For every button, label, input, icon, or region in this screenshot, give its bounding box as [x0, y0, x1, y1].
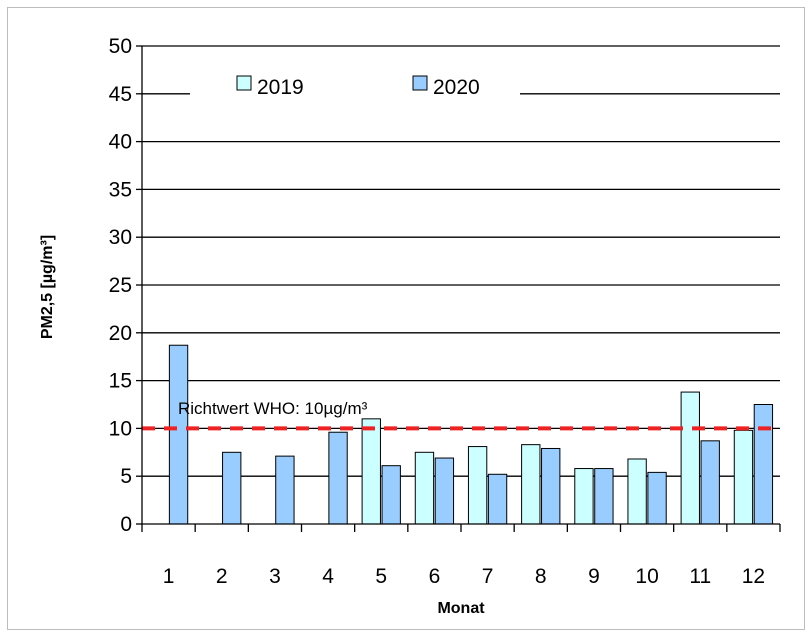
legend-label-2019: 2019 — [257, 76, 304, 99]
x-tick-label-4: 4 — [322, 565, 334, 588]
bar-2019-5 — [361, 418, 381, 525]
bar-2020-11 — [700, 440, 720, 525]
x-tick-label-7: 7 — [482, 565, 494, 588]
y-tick-label-35: 35 — [109, 178, 132, 201]
legend: 2019 2020 — [190, 66, 520, 106]
bar-2020-6 — [434, 457, 455, 525]
bar-2019-12 — [733, 429, 754, 525]
x-tick-label-3: 3 — [269, 565, 281, 588]
x-tick-label-2: 2 — [216, 565, 228, 588]
bar-2020-8 — [541, 447, 561, 525]
who-guideline-label: Richtwert WHO: 10µg/m³ — [178, 399, 368, 418]
y-tick-label-25: 25 — [109, 274, 132, 297]
y-tick-label-20: 20 — [109, 322, 132, 345]
bar-2020-2 — [222, 451, 242, 525]
x-tick-label-9: 9 — [588, 565, 600, 588]
y-tick-label-5: 5 — [120, 465, 132, 488]
y-tick-label-10: 10 — [109, 417, 132, 440]
reference-line-group: Richtwert WHO: 10µg/m³ — [142, 399, 780, 431]
y-tick-label-15: 15 — [109, 370, 132, 393]
bar-2020-4 — [328, 431, 348, 525]
bar-2019-10 — [627, 458, 647, 525]
y-tick-label-45: 45 — [109, 83, 132, 106]
x-tick-label-11: 11 — [689, 565, 711, 588]
chart-frame — [7, 7, 805, 630]
legend-label-2020: 2020 — [433, 76, 480, 99]
bar-2020-12 — [753, 404, 774, 525]
bar-2020-5 — [381, 465, 401, 525]
x-tick-label-1: 1 — [163, 565, 175, 588]
bar-2019-7 — [467, 446, 488, 525]
bar-2020-10 — [647, 471, 667, 525]
x-tick-label-5: 5 — [375, 565, 387, 588]
axes — [136, 45, 781, 532]
x-tick-label-6: 6 — [429, 565, 441, 588]
bar-2020-7 — [487, 473, 508, 525]
bar-2019-11 — [680, 391, 700, 525]
bar-2020-9 — [594, 468, 614, 525]
y-tick-label-50: 50 — [109, 35, 132, 58]
bar-2019-6 — [414, 451, 435, 525]
bars — [168, 344, 774, 525]
y-tick-label-30: 30 — [109, 226, 132, 249]
bar-2020-1 — [168, 344, 189, 525]
bar-2020-3 — [275, 455, 295, 525]
y-axis-title: PM2,5 [µg/m³] — [39, 235, 56, 339]
x-axis-title: Monat — [437, 600, 485, 617]
legend-swatch-2019 — [236, 75, 252, 91]
y-tick-label-40: 40 — [109, 131, 132, 154]
x-tick-label-8: 8 — [535, 565, 547, 588]
bar-2019-8 — [521, 444, 541, 525]
x-tick-label-10: 10 — [635, 565, 658, 588]
legend-swatch-2020 — [412, 75, 428, 91]
y-tick-label-0: 0 — [120, 513, 132, 536]
bar-2019-9 — [574, 468, 594, 525]
x-tick-label-12: 12 — [742, 565, 765, 588]
